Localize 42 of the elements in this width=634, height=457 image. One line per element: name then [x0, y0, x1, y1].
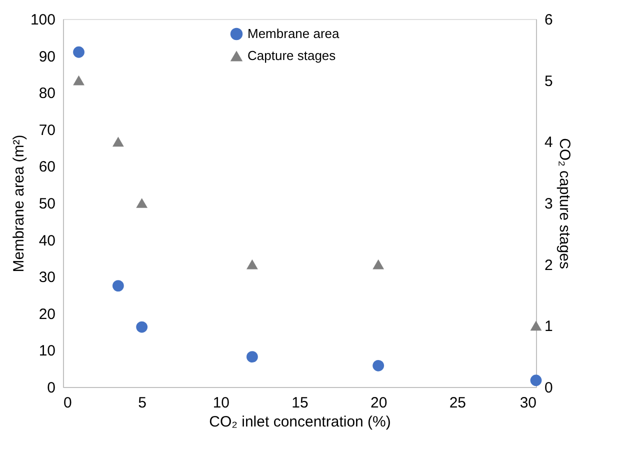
y2-tick-label: 1 [544, 318, 553, 336]
x-tick-label: 20 [370, 394, 388, 412]
point [246, 259, 258, 270]
y2-tick-label: 3 [544, 196, 553, 212]
y-tick-label: 0 [47, 380, 56, 396]
point [136, 321, 148, 333]
y2-tick-label: 4 [544, 134, 553, 152]
x-tick-label: 30 [520, 394, 536, 412]
point [530, 374, 542, 386]
x-tick-label: 15 [292, 394, 308, 412]
y2-tick-label: 0 [544, 380, 553, 396]
x-tick-label: 5 [138, 394, 147, 412]
y2-tick-label: 5 [544, 72, 553, 90]
y2-tick-label: 6 [544, 12, 553, 28]
point [112, 280, 124, 292]
y2-tick-label: 2 [544, 256, 553, 274]
y-tick-label: 80 [38, 85, 56, 102]
point [73, 75, 84, 86]
point [246, 351, 258, 363]
legend-label: Membrane area [248, 26, 340, 41]
y-axis-title: Membrane area (m²) [10, 134, 28, 272]
y-tick-label: 30 [38, 269, 56, 286]
point [372, 360, 384, 372]
x-tick-label: 0 [64, 394, 72, 412]
y-tick-label: 60 [38, 158, 56, 176]
x-axis-title: CO₂ inlet concentration (%) [209, 414, 391, 430]
y-tick-label: 20 [38, 306, 56, 323]
x-tick-label: 10 [212, 394, 230, 412]
point [73, 46, 84, 58]
y-tick-label: 50 [38, 196, 56, 212]
point [112, 136, 124, 147]
x-tick-label: 25 [449, 394, 466, 412]
point [136, 198, 148, 208]
y-tick-label: 70 [38, 122, 56, 139]
y-tick-label: 100 [30, 12, 56, 28]
y2-axis-title: CO₂ capture stages [556, 138, 573, 269]
y-tick-label: 90 [38, 48, 56, 66]
legend-label: Capture stages [248, 48, 336, 63]
y-tick-label: 10 [38, 342, 56, 360]
y-tick-label: 40 [38, 232, 56, 250]
point [372, 259, 384, 270]
point [530, 320, 542, 331]
